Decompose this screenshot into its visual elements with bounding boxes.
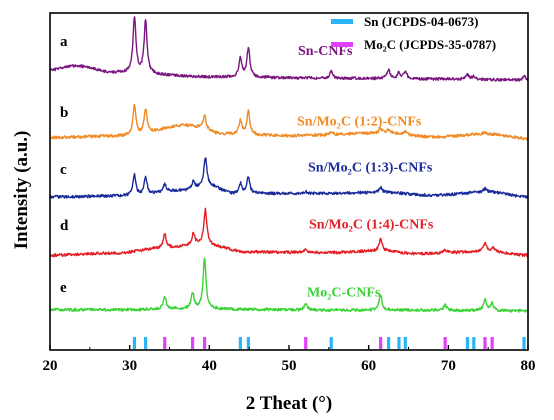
series-letter-a: a [60, 34, 68, 50]
traces-layer [49, 16, 529, 313]
reference-peak-stick [490, 337, 494, 349]
plot-area: a Sn-CNFs b Sn/Mo₂C (1:2)-CNFs c Sn/Mo₂C (1:3… [49, 16, 529, 349]
reference-peak-stick [465, 337, 470, 349]
series-letter-b: b [60, 105, 68, 121]
series-name-label: Mo₂C-CNFs [307, 286, 381, 301]
series-trace-d [49, 207, 529, 258]
reference-peak-stick [403, 337, 407, 349]
y-axis-title: Intensity (a.u.) [11, 131, 32, 250]
reference-peak-stick [443, 337, 447, 349]
series-name-label: Sn-CNFs [298, 44, 353, 59]
reference-peak-stick [246, 337, 250, 349]
series-letter-d: d [60, 218, 69, 234]
reference-peak-stick [132, 337, 137, 349]
series-trace-e [49, 257, 529, 313]
legend-label: Sn (JCPDS-04-0673) [364, 14, 478, 29]
reference-peak-stick [472, 337, 476, 349]
x-tick-label: 70 [441, 358, 456, 374]
series-letter-e: e [60, 280, 67, 296]
x-tick-label: 40 [202, 358, 217, 374]
reference-peak-stick [397, 337, 401, 349]
reference-peak-stick [379, 337, 383, 349]
series-trace-c [49, 157, 529, 199]
legend: Sn (JCPDS-04-0673) Mo₂C (JCPDS-35-0787) [331, 14, 496, 52]
series-labels-layer: a Sn-CNFs b Sn/Mo₂C (1:2)-CNFs c Sn/Mo₂C (1:3… [60, 34, 434, 301]
series-name-label: Sn/Mo₂C (1:4)-CNFs [309, 217, 434, 232]
x-tick-label: 20 [43, 358, 58, 374]
series-trace-b [49, 103, 529, 141]
x-tick-label: 50 [282, 358, 297, 374]
reference-peak-stick [304, 337, 308, 349]
series-letter-c: c [60, 162, 67, 178]
x-tick-label: 30 [122, 358, 137, 374]
series-name-label: Sn/Mo₂C (1:2)-CNFs [297, 114, 422, 129]
legend-swatch [331, 42, 353, 47]
reference-peak-stick [144, 337, 148, 349]
reference-peak-stick [163, 337, 167, 349]
reference-peak-stick [238, 337, 243, 349]
legend-swatch [331, 19, 353, 24]
x-axis: 20 30 40 50 60 70 80 [43, 345, 536, 374]
reference-peak-stick [522, 337, 526, 349]
reference-peak-stick [202, 337, 207, 349]
legend-label: Mo₂C (JCPDS-35-0787) [364, 37, 496, 52]
x-axis-title: 2 Theat (°) [246, 393, 332, 414]
reference-peak-stick [483, 337, 487, 349]
series-name-label: Sn/Mo₂C (1:3)-CNFs [308, 161, 433, 176]
x-tick-label: 60 [361, 358, 376, 374]
reference-peak-stick [386, 337, 391, 349]
reference-peak-stick [191, 337, 195, 349]
x-tick-label: 80 [521, 358, 536, 374]
reference-peak-stick [329, 337, 333, 349]
series-trace-a [49, 16, 529, 82]
reference-peaks-layer [132, 337, 526, 349]
plot-frame [49, 12, 529, 351]
